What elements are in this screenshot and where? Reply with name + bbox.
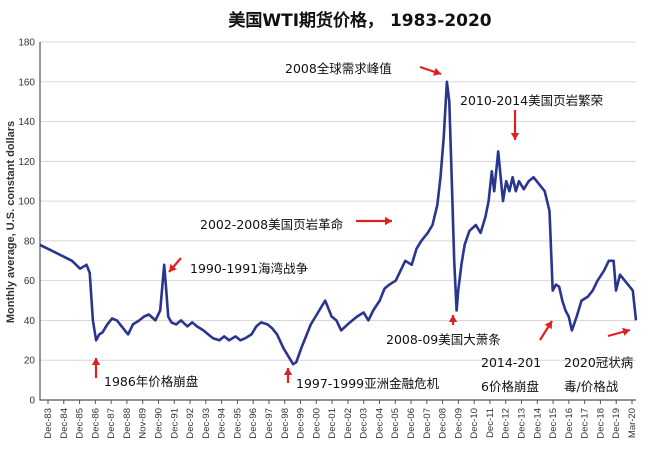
x-tick-label: Nov-89 [138, 408, 149, 439]
x-tick-label: Dec-06 [406, 408, 417, 439]
y-axis-label: Monthly average, U.S. constant dollars [5, 121, 17, 323]
x-tick-label: Dec-99 [296, 408, 307, 439]
y-tick-label: 40 [24, 316, 36, 327]
y-tick-label: 0 [29, 396, 35, 407]
y-tick-label: 160 [18, 77, 35, 88]
x-tick-label: Dec-04 [374, 408, 385, 439]
chart-title: 美国WTI期货价格， 1983-2020 [228, 10, 491, 31]
x-tick-label: Dec-90 [153, 408, 164, 439]
arrow-head [283, 368, 293, 375]
series-line-wti [39, 80, 638, 366]
x-tick-label: Dec-17 [580, 408, 591, 439]
annotation-label: 毒/价格战 [564, 379, 619, 394]
x-tick-label: Dec-95 [232, 408, 243, 439]
annotations: 2008全球需求峰值 2010-2014美国页岩繁荣 2002-2008美国页岩革命… [104, 61, 633, 394]
x-tick-label: Dec-88 [122, 408, 133, 439]
plot-frame [39, 42, 636, 401]
annotation-label: 1986年价格崩盘 [104, 374, 198, 389]
x-tick-label: Dec-08 [438, 408, 449, 439]
annotation-label: 2010-2014美国页岩繁荣 [460, 93, 604, 108]
annotation-label: 6价格崩盘 [481, 379, 539, 394]
x-tick-label: Dec-01 [327, 408, 338, 439]
x-tick-label: Dec-19 [611, 408, 622, 439]
y-tick-label: 80 [24, 236, 36, 247]
y-tick-label: 140 [18, 117, 35, 128]
y-tick-label: 100 [18, 197, 35, 208]
x-tick-label: Dec-09 [453, 408, 464, 439]
x-tick-label: Dec-92 [185, 408, 196, 439]
x-tick-label: Dec-91 [169, 408, 180, 439]
annotation-label: 1997-1999亚洲金融危机 [296, 376, 440, 391]
annotation-arrows [91, 65, 631, 383]
x-tick-label: Dec-86 [90, 408, 101, 439]
y-tick-label: 60 [24, 276, 36, 287]
x-tick-label: Dec-84 [59, 408, 70, 439]
annotation-label: 2008全球需求峰值 [285, 61, 392, 76]
arrow-head [510, 133, 520, 140]
y-axis-ticks: 0 20 40 60 80 100 120 140 160 180 [18, 38, 35, 407]
x-tick-label: Mar-20 [627, 408, 638, 438]
arrow-head [544, 321, 552, 330]
x-tick-label: Dec-07 [422, 408, 433, 439]
x-tick-label: Dec-14 [532, 408, 543, 439]
x-tick-label: Dec-83 [43, 408, 54, 439]
annotation-label: 2014-201 [481, 355, 541, 370]
x-tick-label: Dec-94 [217, 408, 228, 439]
x-tick-label: Dec-87 [106, 408, 117, 439]
annotation-label: 2008-09美国大萧条 [386, 332, 501, 347]
arrow-head [169, 263, 177, 272]
y-tick-label: 20 [24, 356, 36, 367]
annotation-label: 2002-2008美国页岩革命 [200, 217, 344, 232]
y-tick-label: 180 [18, 38, 35, 49]
arrow-head [448, 315, 458, 322]
annotation-label: 2020冠状病 [564, 355, 633, 370]
x-tick-label: Dec-10 [469, 408, 480, 439]
arrow-head [385, 216, 392, 226]
arrow-head [622, 327, 630, 336]
x-tick-label: Dec-13 [517, 408, 528, 439]
arrow-head [433, 67, 441, 76]
x-tick-label: Dec-05 [390, 408, 401, 439]
x-tick-label: Dec-93 [201, 408, 212, 439]
x-tick-label: Dec-18 [595, 408, 606, 439]
x-tick-label: Dec-11 [485, 408, 496, 438]
x-tick-label: Dec-12 [501, 408, 512, 439]
x-tick-label: Dec-85 [75, 408, 86, 439]
x-tick-label: Dec-98 [280, 408, 291, 439]
x-tick-label: Dec-96 [248, 408, 259, 439]
y-tick-label: 120 [18, 157, 35, 168]
x-tick-label: Dec-16 [564, 408, 575, 439]
x-tick-label: Dec-15 [548, 408, 559, 439]
x-tick-label: Dec-00 [311, 408, 322, 439]
x-axis-ticks: Dec-83 Dec-84 Dec-85 Dec-86 Dec-87 Dec-88 Nov-… [43, 400, 638, 439]
x-tick-label: Dec-02 [343, 408, 354, 439]
arrow-head [91, 358, 101, 365]
x-tick-label: Dec-97 [264, 408, 275, 439]
annotation-label: 1990-1991海湾战争 [190, 261, 308, 276]
x-tick-label: Dec-03 [359, 408, 370, 439]
